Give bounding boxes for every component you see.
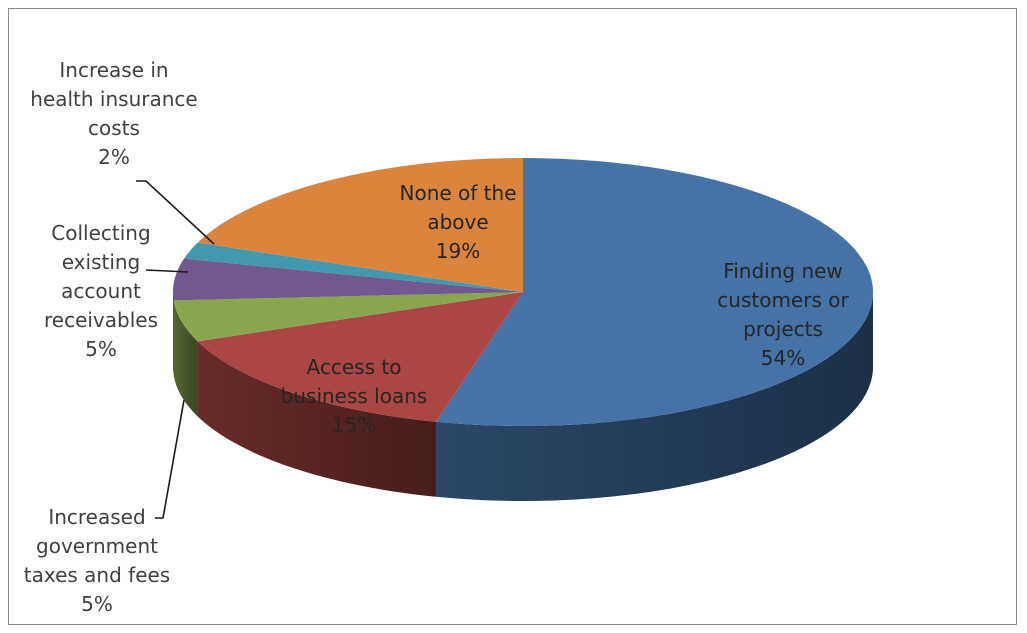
pie-slices — [173, 158, 874, 426]
slice-value-label: 2% — [98, 145, 130, 169]
slice-label-5: None of the above 19% — [400, 181, 517, 263]
slice-name-line: receivables — [44, 308, 158, 332]
slice-label-2: Increased government taxes and fees 5% — [24, 505, 170, 616]
slice-name-line: Collecting — [51, 221, 150, 245]
slice-name-line: Finding new — [723, 259, 843, 283]
slice-name-line: customers or — [717, 288, 849, 312]
slice-2[interactable] — [173, 292, 523, 342]
pie-sides — [173, 292, 873, 501]
slice-0[interactable] — [435, 158, 874, 426]
slice-name-line: above — [427, 210, 488, 234]
slice-name-line: health insurance — [30, 87, 197, 111]
leader-lines — [136, 180, 215, 519]
slice-3[interactable] — [173, 258, 523, 301]
slice-name-line: Increase in — [59, 58, 168, 82]
slice-label-4: Increase in health insurance costs 2% — [30, 58, 197, 169]
slice-label-3: Collecting existing account receivables 5% — [44, 221, 158, 361]
slice-name-line: business loans — [281, 384, 428, 408]
slice-name-line: Access to — [307, 355, 402, 379]
slice-name-line: None of the — [400, 181, 517, 205]
slice-name-line: projects — [743, 317, 823, 341]
slice-side-2 — [173, 300, 198, 417]
slice-5[interactable] — [197, 158, 523, 292]
slice-label-1: Access to business loans 15% — [281, 355, 428, 437]
slice-name-line: account — [61, 279, 141, 303]
leader-line-4 — [136, 180, 215, 245]
slice-value-label: 15% — [332, 413, 376, 437]
slice-value-label: 5% — [81, 592, 113, 616]
slice-side-3 — [173, 292, 174, 376]
leader-line-3 — [145, 269, 189, 273]
slice-name-line: government — [36, 534, 158, 558]
slice-side-0 — [435, 292, 873, 501]
slice-value-label: 5% — [85, 337, 117, 361]
slice-label-0: Finding new customers or projects 54% — [717, 259, 849, 370]
slice-1[interactable] — [197, 292, 523, 422]
slice-value-label: 19% — [436, 239, 480, 263]
slice-name-line: taxes and fees — [24, 563, 170, 587]
slice-4[interactable] — [183, 242, 523, 292]
slice-name-line: costs — [88, 116, 140, 140]
slice-side-1 — [197, 341, 436, 497]
slice-labels: Finding new customers or projects 54% Access… — [24, 58, 850, 616]
slice-value-label: 54% — [761, 346, 805, 370]
slice-name-line: existing — [62, 250, 141, 274]
slice-name-line: Increased — [48, 505, 145, 529]
leader-line-2 — [155, 399, 185, 519]
